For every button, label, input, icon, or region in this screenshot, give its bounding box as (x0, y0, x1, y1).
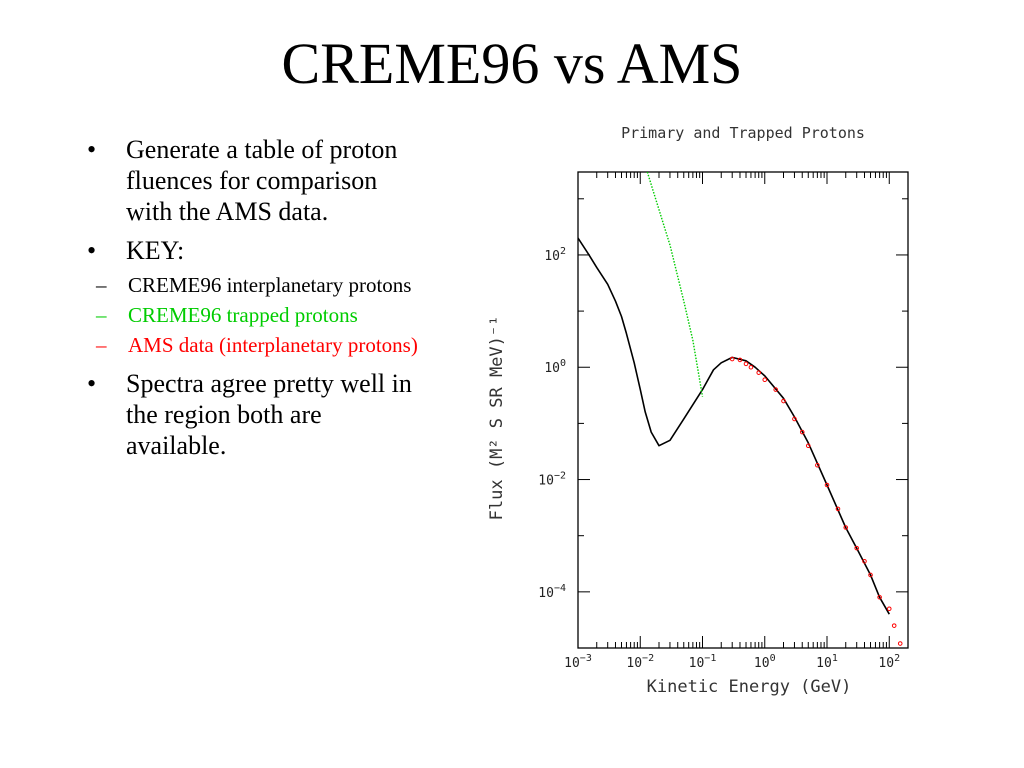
series-line-trapped (646, 172, 704, 397)
chart: Primary and Trapped Protons Flux (M² S S… (470, 112, 920, 712)
ams-data-point (748, 364, 754, 370)
ams-data-point (781, 398, 786, 404)
y-axis-label: Flux (M² S SR MeV)⁻¹ (487, 316, 507, 521)
ams-data-point (743, 361, 749, 367)
ams-data-point (854, 545, 860, 551)
ams-data-point (799, 429, 805, 435)
y-tick-label: 10−4 (538, 583, 566, 601)
ams-data-point (835, 506, 841, 512)
ams-data-point (762, 377, 768, 383)
chart-title: Primary and Trapped Protons (621, 124, 865, 142)
ams-data-point (815, 462, 820, 468)
chart-svg: Primary and Trapped Protons Flux (M² S S… (487, 124, 909, 697)
x-tick-label: 101 (816, 653, 838, 671)
x-tick-label: 100 (754, 653, 776, 671)
bullet-key: KEY: CREME96 interplanetary protons CREM… (84, 235, 424, 360)
x-tick-label: 10−2 (626, 653, 654, 671)
ams-data-point (868, 572, 873, 578)
ams-data-point (843, 525, 849, 530)
key-item-interplanetary: CREME96 interplanetary protons (84, 270, 424, 300)
x-axis-label: Kinetic Energy (GeV) (647, 677, 852, 697)
x-tick-label: 10−3 (564, 653, 592, 671)
series-line-interplanetary (578, 237, 890, 615)
series-layer (578, 172, 903, 646)
y-tick-label: 102 (544, 246, 566, 264)
key-item-ams: AMS data (interplanetary protons) (84, 330, 424, 360)
bullet-generate-table: Generate a table of proton fluences for … (84, 134, 424, 227)
bullet-list: Generate a table of proton fluences for … (84, 134, 424, 469)
ams-data-point (886, 606, 892, 612)
y-tick-label: 100 (544, 358, 566, 376)
plot-frame (577, 171, 909, 649)
ams-data-point (737, 357, 743, 363)
ams-data-point (792, 416, 797, 422)
ams-data-point (897, 641, 903, 646)
x-tick-label: 102 (878, 653, 900, 671)
ams-data-point (877, 594, 882, 600)
bullet-text: Generate a table of proton fluences for … (126, 135, 398, 226)
y-tick-label: 10−2 (538, 471, 566, 489)
ams-data-point (805, 443, 811, 449)
ams-data-point (891, 623, 897, 628)
key-item-trapped: CREME96 trapped protons (84, 300, 424, 330)
ams-data-point (824, 482, 830, 488)
slide-title: CREME96 vs AMS (281, 31, 743, 96)
bullet-text: KEY: (126, 236, 185, 265)
bullet-spectra-agree: Spectra agree pretty well in the region … (84, 368, 424, 461)
ams-data-point (729, 356, 735, 362)
bullet-text: Spectra agree pretty well in the region … (126, 369, 412, 460)
ams-data-point (773, 387, 779, 392)
ams-data-point (862, 558, 867, 564)
axis-ticks: 10−3 10−2 10−1 100 101 102 10−4 10−2 100 102 (538, 172, 909, 671)
x-tick-label: 10−1 (689, 653, 717, 671)
ams-data-point (756, 370, 762, 375)
key-list: CREME96 interplanetary protons CREME96 t… (96, 270, 424, 360)
